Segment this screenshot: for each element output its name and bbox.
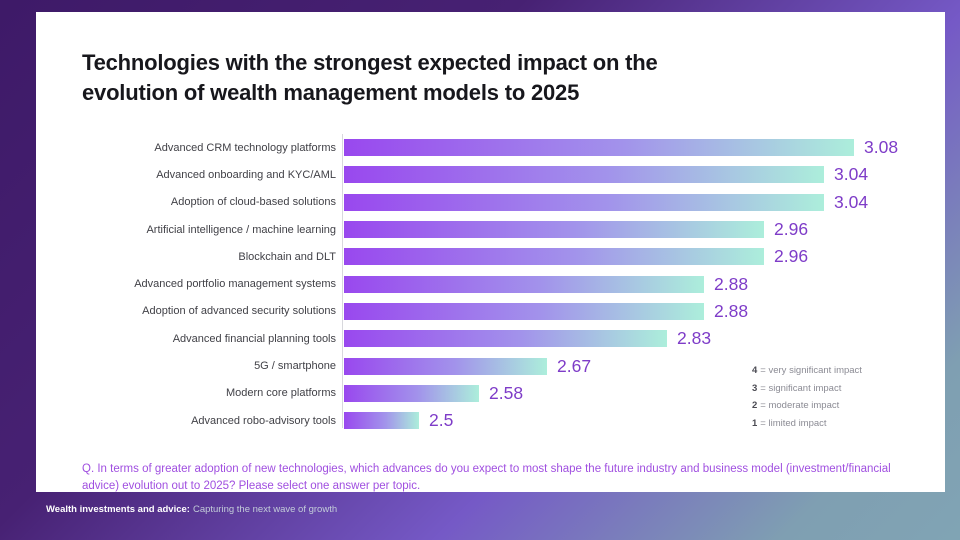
value-label: 3.08	[864, 137, 899, 158]
bar	[344, 166, 824, 184]
bar	[344, 248, 764, 266]
bar	[344, 412, 419, 430]
chart-row: Advanced portfolio management systems 2.8…	[82, 271, 960, 298]
value-label: 2.5	[429, 410, 454, 431]
legend-item: 2 = moderate impact	[752, 397, 862, 415]
footer-report-title: Wealth investments and advice:	[46, 504, 190, 515]
bar	[344, 193, 824, 211]
title-line-1: Technologies with the strongest expected…	[82, 50, 658, 75]
bar	[344, 384, 479, 402]
bar	[344, 139, 854, 157]
category-label: Adoption of advanced security solutions	[142, 305, 336, 318]
footer-bar: Wealth investments and advice: Capturing …	[46, 503, 926, 516]
chart-row: Blockchain and DLT 2.96	[82, 243, 960, 270]
page-title: Technologies with the strongest expected…	[82, 48, 658, 108]
value-label: 2.96	[774, 219, 809, 240]
chart-row: Advanced financial planning tools 2.83	[82, 325, 960, 352]
category-label: Advanced portfolio management systems	[134, 278, 336, 291]
chart-row: 5G / smartphone 2.67	[82, 352, 960, 379]
legend-item: 3 = significant impact	[752, 380, 862, 398]
footer-subtitle: Capturing the next wave of growth	[192, 504, 338, 515]
bar	[344, 330, 667, 348]
slide-card: Technologies with the strongest expected…	[36, 12, 945, 492]
value-label: 2.67	[557, 355, 592, 376]
legend-scale-number: 1	[752, 417, 758, 429]
chart-axis-line	[342, 134, 343, 428]
chart-row: Adoption of advanced security solutions 2…	[82, 298, 960, 325]
category-label: Advanced CRM technology platforms	[154, 141, 336, 154]
category-label: Modern core platforms	[225, 387, 336, 400]
legend-scale-text: = moderate impact	[760, 400, 840, 411]
legend-scale-text: = very significant impact	[760, 365, 862, 376]
category-label: Adoption of cloud-based solutions	[170, 196, 336, 209]
value-label: 3.04	[834, 191, 869, 212]
chart-row: Modern core platforms 2.58	[82, 380, 960, 407]
title-line-2: evolution of wealth management models to…	[82, 80, 580, 105]
category-label: Advanced onboarding and KYC/AML	[156, 168, 336, 181]
bar	[344, 357, 547, 375]
value-label: 2.88	[714, 300, 749, 321]
legend-scale-number: 4	[752, 365, 758, 376]
chart-row: Advanced robo-advisory tools 2.5	[82, 407, 960, 434]
value-label: 2.88	[714, 273, 749, 294]
legend-scale-number: 3	[752, 382, 758, 394]
category-label: Blockchain and DLT	[238, 250, 336, 263]
chart-row: Advanced onboarding and KYC/AML 3.04	[82, 161, 960, 188]
value-label: 2.96	[774, 246, 809, 267]
category-label: Advanced robo-advisory tools	[191, 414, 336, 427]
chart-row: Artificial intelligence / machine learni…	[82, 216, 960, 243]
value-label: 2.83	[677, 328, 712, 349]
category-label: 5G / smartphone	[254, 360, 336, 373]
chart-row: Adoption of cloud-based solutions 3.04	[82, 189, 960, 216]
bar	[344, 275, 704, 293]
chart-legend: 4 = very significant impact 3 = significan…	[752, 362, 862, 432]
legend-scale-text: = significant impact	[760, 382, 842, 394]
bar	[344, 302, 704, 320]
legend-scale-number: 2	[752, 400, 758, 411]
chart-row: Advanced CRM technology platforms 3.08	[82, 134, 960, 161]
category-label: Advanced financial planning tools	[172, 332, 336, 345]
legend-item: 1 = limited impact	[752, 415, 862, 433]
legend-item: 4 = very significant impact	[752, 362, 862, 380]
category-label: Artificial intelligence / machine learni…	[146, 223, 336, 236]
value-label: 2.58	[489, 382, 524, 403]
value-label: 3.04	[834, 164, 869, 185]
legend-scale-text: = limited impact	[760, 417, 827, 429]
survey-question: Q. In terms of greater adoption of new t…	[82, 463, 891, 492]
bar-chart: Advanced CRM technology platforms 3.08 Adv…	[36, 134, 960, 434]
bar	[344, 221, 764, 239]
